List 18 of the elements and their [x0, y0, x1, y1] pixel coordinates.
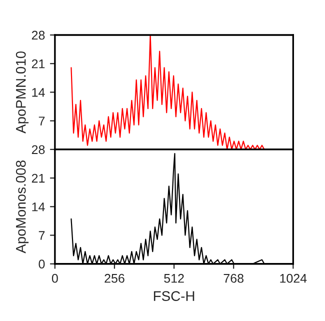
- x-tick-label: 768: [224, 274, 244, 283]
- x-tick-label: 256: [104, 274, 124, 283]
- x-tick-label: 0: [52, 274, 58, 283]
- y-tick-label: 28: [32, 30, 45, 40]
- y-tick-label: 21: [32, 59, 45, 68]
- line-series: [70, 34, 265, 150]
- x-tick-label: 512: [164, 274, 184, 283]
- y-axis-title: ApoPMN.010: [16, 51, 29, 134]
- x-axis-title: FSC-H: [154, 291, 194, 301]
- y-tick-label: 7: [38, 116, 45, 126]
- y-tick-label: 14: [32, 202, 45, 212]
- y-tick-label: 21: [32, 174, 45, 183]
- y-tick-label: 14: [32, 88, 45, 97]
- y-tick-label: 0: [38, 260, 45, 269]
- y-axis-title: ApoMonos.008: [16, 160, 29, 254]
- y-tick-label: 28: [32, 145, 45, 154]
- y-tick-label: 7: [38, 231, 45, 240]
- x-tick-label: 1024: [280, 274, 307, 283]
